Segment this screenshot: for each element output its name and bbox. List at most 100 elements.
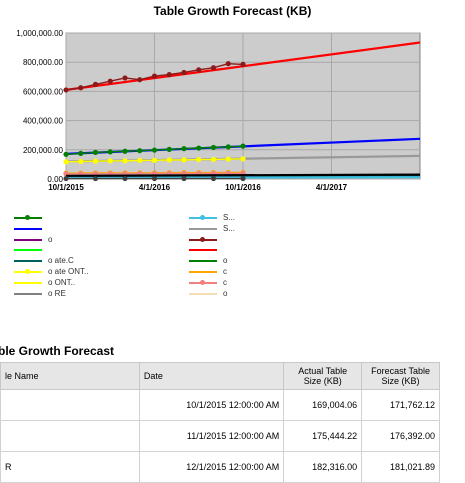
col-header-name[interactable]: le Name — [0, 362, 140, 390]
data-point — [181, 146, 187, 152]
x-tick-label: 4/1/2017 — [316, 183, 348, 192]
legend-swatch — [14, 292, 42, 295]
legend-marker — [200, 236, 205, 242]
legend-swatch — [189, 236, 217, 242]
data-point — [63, 175, 69, 182]
cell-name — [0, 389, 140, 421]
data-point — [78, 85, 84, 91]
legend-item: c — [189, 267, 389, 278]
cell-date: 10/1/2015 12:00:00 AM — [138, 389, 285, 421]
y-tick-label: 600,000.00 — [23, 87, 64, 96]
legend-label: o — [48, 234, 53, 244]
data-point — [196, 145, 202, 151]
legend-marker — [25, 269, 30, 274]
legend-label: S... — [223, 223, 236, 233]
data-point — [107, 158, 113, 164]
line-chart: 0.00 200,000.00 400,000.00 600,000.00 800,00… — [16, 29, 421, 192]
table-title: ble Growth Forecast — [0, 344, 115, 358]
y-tick-labels: 0.00 200,000.00 400,000.00 600,000.00 800,00… — [16, 29, 63, 184]
legend-label: o — [223, 288, 228, 298]
data-point — [240, 61, 246, 67]
legend-label: o ate ONT.. — [48, 267, 89, 276]
legend-swatch — [189, 279, 217, 285]
table-row: 10/1/2015 12:00:00 AM 169,004.06 171,762… — [0, 389, 440, 421]
legend-swatch — [14, 269, 42, 274]
legend-item: o — [14, 235, 214, 246]
series-layer — [63, 41, 421, 182]
data-point — [181, 69, 187, 76]
legend-label: o RE — [48, 288, 66, 298]
legend-item — [14, 245, 214, 256]
data-point — [92, 158, 99, 164]
legend-marker — [200, 215, 205, 220]
x-tick-label: 4/1/2016 — [139, 183, 171, 192]
legend-label: o — [223, 256, 228, 266]
legend-swatch — [189, 292, 217, 295]
legend-label: o ate.C — [48, 256, 74, 266]
data-point — [181, 157, 187, 163]
col-header-forecast[interactable]: Forecast Table Size (KB) — [361, 362, 440, 390]
legend-label: o ONT.. — [48, 277, 76, 287]
data-point — [166, 146, 172, 152]
data-point — [240, 156, 246, 162]
legend-marker — [25, 215, 30, 220]
data-point — [122, 158, 128, 164]
legend-item: o — [189, 289, 389, 300]
data-point — [196, 67, 202, 73]
x-tick-label: 10/1/2015 — [48, 183, 84, 192]
legend-item — [14, 224, 214, 235]
col-header-actual[interactable]: Actual Table Size (KB) — [283, 362, 363, 390]
data-point — [137, 148, 143, 154]
data-point — [63, 151, 69, 157]
y-tick-label: 200,000.00 — [23, 146, 64, 155]
data-point — [122, 75, 128, 81]
legend-swatch — [14, 249, 42, 252]
data-point — [151, 73, 158, 79]
legend-item: S... — [189, 224, 389, 235]
table-row: 11/1/2015 12:00:00 AM 175,444.22 176,392… — [0, 420, 440, 452]
data-point — [137, 157, 143, 164]
y-tick-label: 0.00 — [47, 175, 63, 184]
legend-item: o ate.C — [14, 256, 214, 267]
data-point — [122, 175, 128, 182]
data-point — [78, 150, 84, 156]
data-point — [92, 81, 99, 87]
series-line-10 — [65, 173, 421, 177]
cell-name: R — [0, 451, 140, 483]
cell-forecast: 181,021.89 — [361, 451, 440, 483]
x-tick-labels: 10/1/2015 4/1/2016 10/1/2016 4/1/2017 — [48, 183, 347, 192]
legend-label: c — [223, 267, 227, 276]
table-header-row: le Name Date Actual Table Size (KB) Fore… — [0, 362, 440, 390]
legend: S... S... o o ate.C o o ate ONT.. c o ONT.. c o R… — [14, 213, 414, 303]
legend-swatch — [14, 281, 42, 284]
legend-swatch — [189, 260, 217, 263]
legend-item — [189, 235, 389, 246]
legend-item: o ONT.. — [14, 278, 214, 289]
y-tick-label: 400,000.00 — [23, 117, 64, 126]
legend-item: c — [189, 278, 389, 289]
y-tick-label: 1,000,000.00 — [16, 29, 63, 38]
legend-swatch — [189, 215, 217, 220]
col-header-date[interactable]: Date — [138, 362, 285, 390]
legend-item: o RE — [14, 289, 214, 300]
data-point — [78, 158, 84, 165]
cell-forecast: 176,392.00 — [361, 420, 440, 452]
data-point — [63, 87, 69, 93]
legend-swatch — [189, 271, 217, 273]
cell-date: 12/1/2015 12:00:00 AM — [138, 451, 285, 483]
legend-marker — [200, 279, 205, 285]
data-point — [166, 157, 172, 163]
table-row: R 12/1/2015 12:00:00 AM 182,316.00 181,0… — [0, 451, 440, 483]
data-point — [225, 156, 231, 162]
data-point — [92, 175, 99, 182]
legend-item: S... — [189, 213, 389, 224]
cell-forecast: 171,762.12 — [361, 389, 440, 421]
legend-item — [189, 245, 389, 256]
data-point — [92, 149, 99, 155]
data-point — [63, 159, 69, 165]
legend-item — [14, 213, 214, 224]
legend-swatch — [14, 260, 42, 263]
cell-name — [0, 420, 140, 452]
legend-item: o — [189, 256, 389, 267]
data-point — [225, 61, 231, 67]
